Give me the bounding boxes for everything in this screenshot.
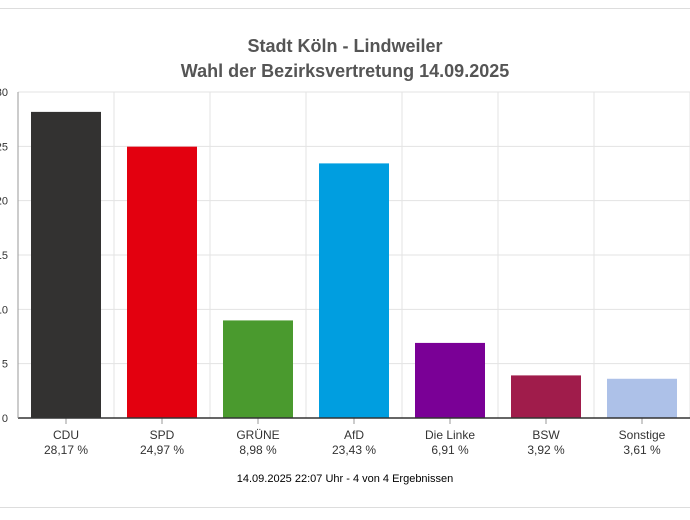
data-label: 23,43 % [332, 443, 376, 457]
y-tick-label: 0 [2, 413, 8, 425]
frame-top-border [0, 8, 690, 9]
x-tick-label: CDU [53, 428, 79, 442]
y-tick-label: 20 [0, 196, 8, 208]
data-label: 3,92 % [527, 443, 565, 457]
frame-bottom-border [0, 507, 690, 508]
data-label: 8,98 % [239, 443, 277, 457]
chart-subtitle: Wahl der Bezirksvertretung 14.09.2025 [180, 61, 510, 81]
bar-sonstige [607, 378, 677, 418]
data-label: 3,61 % [623, 443, 661, 457]
x-tick-label: GRÜNE [236, 428, 279, 442]
bar-spd [127, 146, 197, 418]
data-label: 24,97 % [140, 443, 184, 457]
x-tick-label: Die Linke [425, 428, 475, 442]
x-tick-label: BSW [532, 428, 560, 442]
bar-afd [319, 163, 389, 418]
y-tick-label: 30 [0, 87, 8, 99]
bar-bsw [511, 375, 581, 418]
chart-title: Stadt Köln - Lindweiler [247, 36, 443, 56]
results-footer: 14.09.2025 22:07 Uhr - 4 von 4 Ergebniss… [236, 473, 454, 485]
x-tick-label: AfD [344, 428, 364, 442]
bar-gr-ne [223, 320, 293, 418]
x-tick-label: Sonstige [619, 428, 666, 442]
y-tick-label: 25 [0, 141, 8, 153]
data-label: 6,91 % [431, 443, 469, 457]
bar-cdu [31, 111, 101, 419]
y-tick-label: 5 [2, 359, 8, 371]
x-tick-label: SPD [150, 428, 175, 442]
y-tick-label: 15 [0, 250, 8, 262]
y-tick-label: 10 [0, 304, 8, 316]
data-label: 28,17 % [44, 443, 88, 457]
bar-die-linke [415, 342, 485, 418]
